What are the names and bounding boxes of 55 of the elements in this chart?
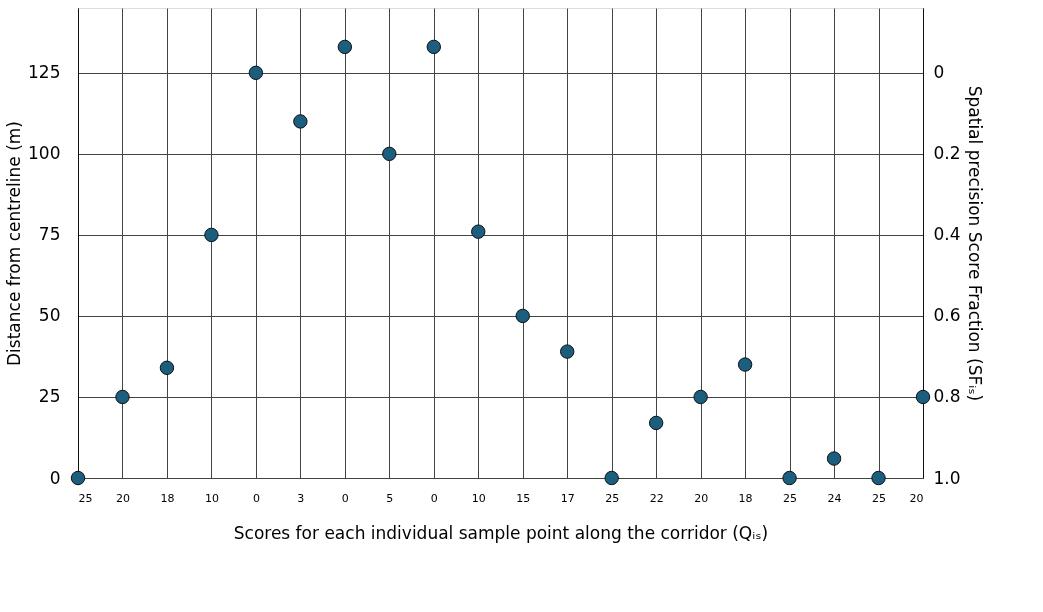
x-tick-label: 0 [430,491,438,505]
point [293,114,308,129]
point [648,415,664,431]
x-axis-title: Scores for each individual sample point along the corridor (Qᵢₛ) [233,522,769,543]
y-tick-label: 125 [28,62,61,83]
y-axis-title: Distance from centreline (m) [4,121,25,366]
x-tick-label: 25 [783,491,798,505]
point [871,470,886,486]
x-tick-label: 15 [516,491,531,505]
y2-axis-title: Spatial precision Score Fraction (SFᵢₛ) [964,85,985,402]
point [426,39,441,55]
x-tick-label: 20 [909,491,924,505]
y2-tick-label: 0 [933,62,945,83]
point [471,224,486,239]
point [159,360,175,375]
point [382,146,397,162]
x-tick-label: 20 [115,491,130,505]
x-tick-label: 10 [471,491,486,505]
x-tick-label: 25 [872,491,887,505]
y2-tick-label: 0.6 [933,305,961,326]
x-tick-label: 25 [78,491,93,505]
point [693,389,708,405]
x-tick-label: 22 [649,491,664,505]
y-tick-label: 0 [49,467,61,488]
point [604,470,619,486]
x-tick-label: 18 [160,491,175,505]
y2-tick-label: 0.4 [933,224,961,245]
point [915,389,931,405]
y-tick-label: 100 [28,143,61,164]
point [782,470,797,486]
point [515,308,530,324]
y2-tick-label: 0.2 [933,143,961,164]
point [70,470,86,486]
x-tick-label: 20 [694,491,709,505]
y2-tick-label: 1.0 [933,467,961,488]
point [737,357,753,372]
point [115,389,130,405]
x-tick-label: 18 [738,491,753,505]
y-tick-label: 50 [38,305,61,326]
point [337,39,353,55]
point [248,65,264,81]
x-tick-label: 17 [560,491,575,505]
x-tick-label: 5 [386,491,394,505]
point [826,451,842,466]
y-tick-label: 75 [38,224,61,245]
x-tick-label: 3 [297,491,305,505]
x-tick-label: 0 [341,491,349,505]
x-tick-label: 25 [605,491,620,505]
point [560,344,575,359]
x-tick-label: 24 [827,491,842,505]
x-tick-label: 10 [204,491,219,505]
point [204,227,219,243]
y2-tick-label: 0.8 [933,386,961,407]
x-tick-label: 0 [252,491,260,505]
y-tick-label: 25 [38,386,61,407]
